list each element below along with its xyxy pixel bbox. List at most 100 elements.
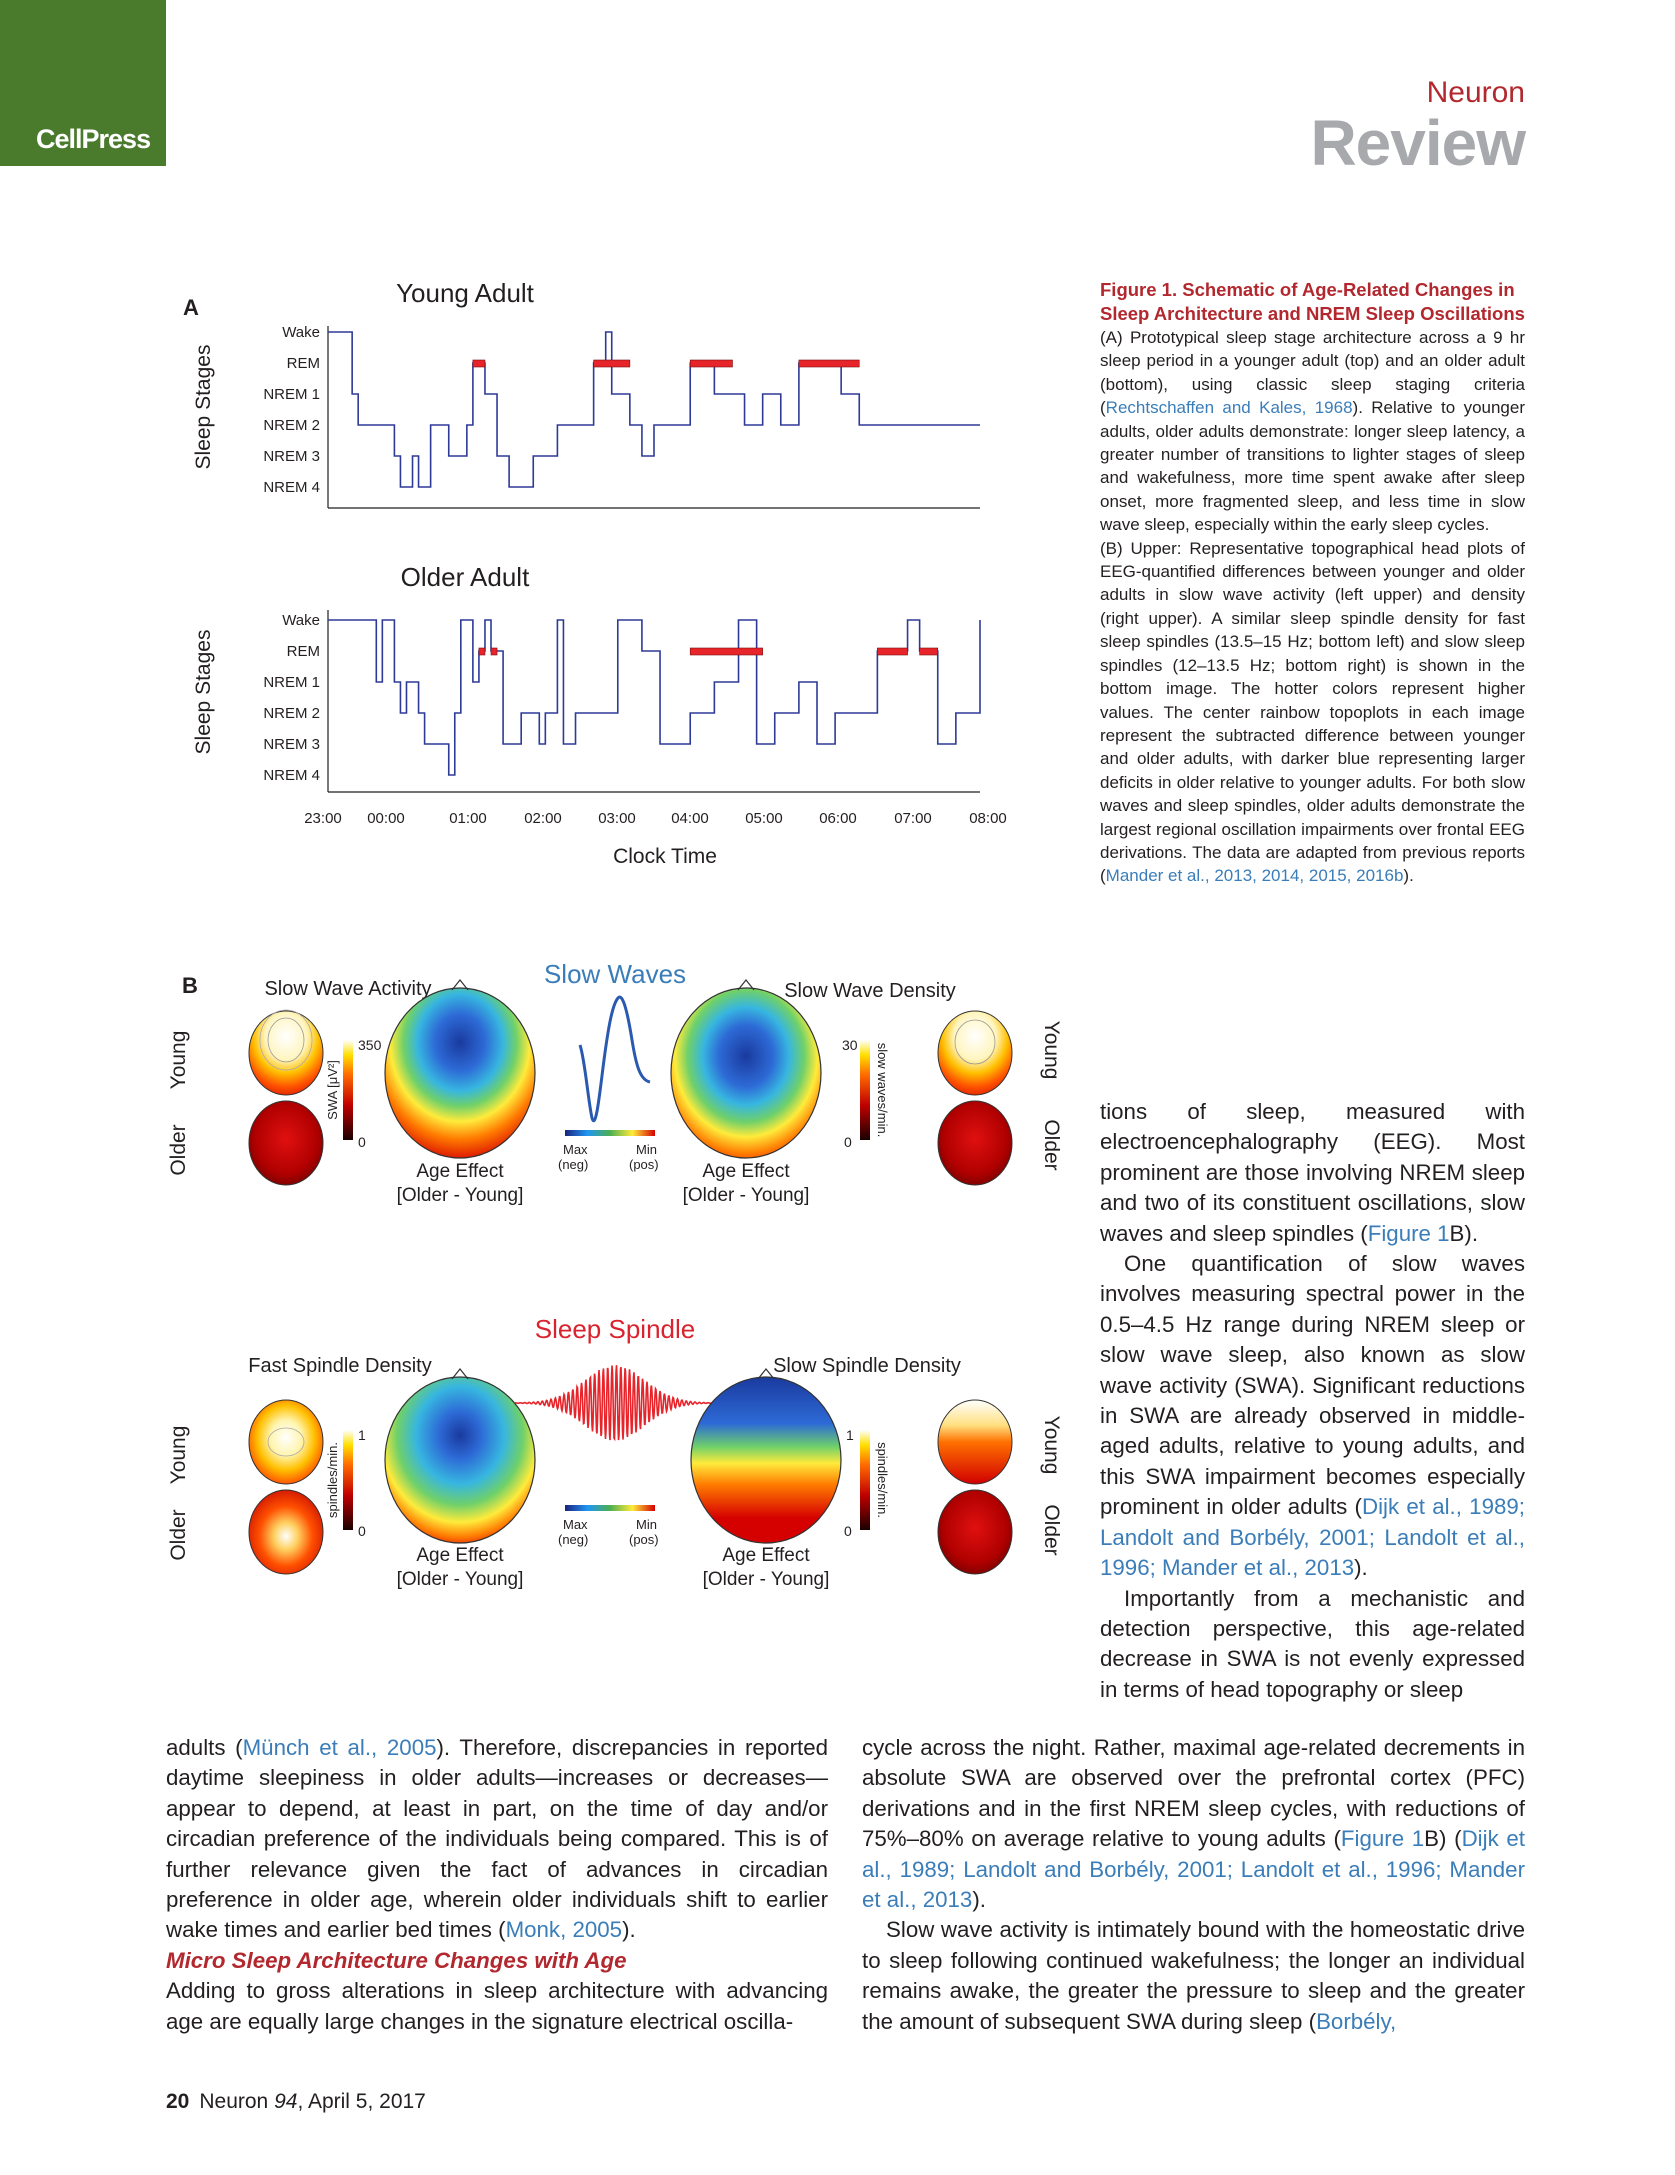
figure-link[interactable]: Figure 1: [1340, 1826, 1425, 1852]
swd-age-effect-sub: [Older - Young]: [683, 1185, 810, 1206]
rem-period-bar: [472, 359, 486, 368]
caption-para-a: (A) Prototypical sleep stage architectur…: [1100, 328, 1525, 535]
older-hypnogram: [328, 619, 981, 776]
fast-age-effect-topoplot: [384, 1368, 536, 1544]
time-tick-labels: 23:00 00:00 01:00 02:00 03:00 04:00 05:00 06:00…: [304, 810, 1007, 827]
section-name: Review: [1310, 107, 1526, 179]
fast-max: 1: [358, 1427, 366, 1443]
volume: 94: [274, 2090, 298, 2113]
fast-colorbar: [343, 1430, 353, 1530]
fast-older-topoplot: [248, 1489, 324, 1575]
citation-link[interactable]: Monk, 2005: [505, 1917, 623, 1943]
rem-period-bar: [919, 647, 939, 656]
fast-age-effect: Age Effect: [416, 1545, 504, 1566]
swa-colorbar: [343, 1040, 353, 1140]
rem-period-bar: [689, 359, 733, 368]
swa-max: 350: [358, 1037, 382, 1053]
slow-young-label: Young: [1040, 1416, 1060, 1475]
slow-spindle-unit: spindles/min.: [875, 1442, 890, 1518]
spindle-rainbow-bar: [565, 1505, 655, 1511]
swa-title: Slow Wave Activity: [264, 978, 431, 1000]
stage-label: NREM 1: [263, 386, 320, 403]
paragraph: cycle across the night. Rather, maximal …: [862, 1735, 1526, 1913]
slow-spindle-max: 1: [846, 1427, 854, 1443]
paragraph: adults (Münch et al., 2005). Therefore, …: [166, 1735, 829, 1943]
cellpress-logo: CellPress: [36, 124, 151, 154]
slow-older-label: Older: [1040, 1504, 1060, 1555]
body-left-column: adults (Münch et al., 2005). Therefore, …: [166, 1733, 828, 2037]
time-tick-label: 08:00: [969, 810, 1007, 827]
slow-spindle-min: 0: [844, 1523, 852, 1539]
sp-rainbow-max-sub: (neg): [558, 1532, 588, 1547]
older-adult-title: Older Adult: [401, 562, 530, 592]
young-y-axis-label: Sleep Stages: [192, 345, 215, 470]
citation-link[interactable]: Mander et al., 2013, 2014, 2015, 2016b: [1105, 866, 1404, 886]
paragraph: Adding to gross alterations in sleep arc…: [166, 1978, 828, 2034]
fast-young-label: Young: [167, 1426, 190, 1485]
stage-label: NREM 3: [263, 736, 320, 753]
sw-rainbow-max: Max: [563, 1142, 588, 1157]
journal-name: Neuron: [1426, 76, 1525, 109]
rem-period-bar: [689, 647, 763, 656]
sp-rainbow-min-sub: (pos): [629, 1532, 659, 1547]
stage-label: NREM 2: [263, 705, 320, 722]
swd-older-topoplot: [937, 1100, 1013, 1186]
paragraph: tions of sleep, measured with electroenc…: [1100, 1099, 1525, 1246]
swa-older-label: Older: [167, 1124, 190, 1175]
fast-young-topoplot: [248, 1399, 324, 1485]
paragraph: One quantification of slow waves involve…: [1100, 1251, 1525, 1581]
citation-link[interactable]: Rechtschaffen and Kales, 1968: [1105, 398, 1353, 418]
swa-young-label: Young: [167, 1031, 190, 1090]
figure-link[interactable]: Figure 1: [1367, 1220, 1450, 1246]
figure-caption: Figure 1. Schematic of Age-Related Chang…: [1100, 278, 1525, 888]
fast-age-effect-sub: [Older - Young]: [397, 1569, 524, 1590]
paragraph: Importantly from a mechanistic and detec…: [1100, 1585, 1525, 1702]
rem-period-bar: [593, 359, 631, 368]
stage-label: NREM 1: [263, 674, 320, 691]
citation-link[interactable]: Dijk et al., 1989; Landolt and Borbély, …: [1100, 1494, 1525, 1581]
citation-link[interactable]: Dijk et al., 1989; Landolt and Borbély, …: [862, 1826, 1526, 1913]
hypnogram-line: [328, 619, 981, 776]
citation-link[interactable]: Münch et al., 2005: [242, 1735, 437, 1760]
stage-label: NREM 2: [263, 417, 320, 434]
swa-age-effect: Age Effect: [416, 1161, 504, 1182]
page-number: 20: [166, 2090, 190, 2113]
slow-age-effect: Age Effect: [722, 1545, 810, 1566]
stage-label: NREM 4: [263, 767, 320, 784]
sp-rainbow-max: Max: [563, 1517, 588, 1532]
swd-title: Slow Wave Density: [784, 980, 956, 1002]
swd-young-topoplot: [937, 1010, 1013, 1096]
slow-older-topoplot: [937, 1489, 1013, 1575]
swa-min: 0: [358, 1134, 366, 1150]
rem-period-bar: [798, 359, 860, 368]
swa-older-topoplot: [248, 1100, 324, 1186]
time-tick-label: 23:00: [304, 810, 342, 827]
time-tick-label: 04:00: [671, 810, 709, 827]
slow-age-effect-sub: [Older - Young]: [703, 1569, 830, 1590]
young-stage-labels: Wake REM NREM 1 NREM 2 NREM 3 NREM 4: [263, 324, 320, 496]
stage-label: REM: [287, 355, 320, 372]
slow-spindle-age-effect-topoplot: [690, 1368, 842, 1544]
fast-spindle-title: Fast Spindle Density: [248, 1355, 431, 1377]
time-tick-label: 06:00: [819, 810, 857, 827]
slow-waves-rainbow-bar: [565, 1130, 655, 1136]
fast-min: 0: [358, 1523, 366, 1539]
stage-label: NREM 3: [263, 448, 320, 465]
time-tick-label: 03:00: [598, 810, 636, 827]
figure-1: A Young Adult Older Adult Sleep Stages S…: [167, 278, 1060, 1590]
caption-para-b: (B) Upper: Representative topographical …: [1100, 538, 1525, 886]
swa-age-effect-topoplot: [384, 979, 536, 1159]
sw-rainbow-max-sub: (neg): [558, 1157, 588, 1172]
body-right-top: tions of sleep, measured with electroenc…: [1100, 1097, 1525, 1705]
stage-label: NREM 4: [263, 479, 320, 496]
rem-period-bar: [490, 647, 498, 656]
hypnogram-line: [328, 331, 980, 488]
slow-spindle-title: Slow Spindle Density: [773, 1355, 961, 1377]
citation-link[interactable]: Borbély,: [1316, 2008, 1397, 2034]
older-stage-labels: Wake REM NREM 1 NREM 2 NREM 3 NREM 4: [263, 612, 320, 784]
sw-rainbow-min: Min: [636, 1142, 657, 1157]
swd-age-effect-topoplot: [670, 979, 822, 1159]
swd-older-label: Older: [1040, 1119, 1060, 1170]
page-footer: 20 Neuron 94, April 5, 2017: [166, 2090, 426, 2113]
caption-title: Figure 1. Schematic of Age-Related Chang…: [1100, 279, 1525, 324]
